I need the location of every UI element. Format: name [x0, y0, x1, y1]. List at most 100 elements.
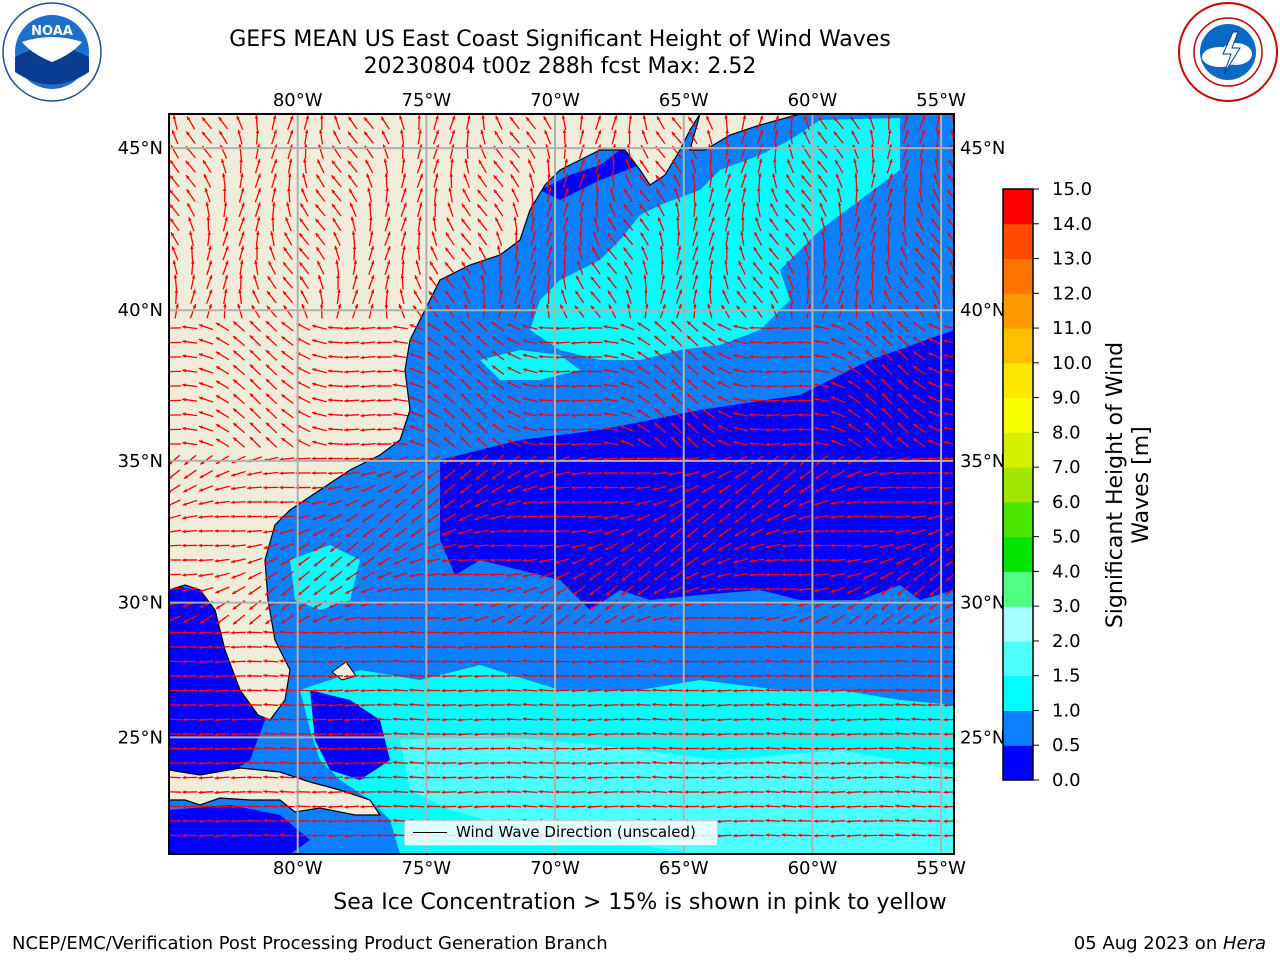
wave-direction-arrow [360, 659, 376, 664]
wave-direction-arrow [460, 421, 472, 434]
wave-direction-arrow [491, 437, 505, 448]
wave-direction-arrow [182, 339, 198, 344]
wave-direction-arrow [264, 571, 278, 581]
wave-direction-arrow [702, 542, 716, 552]
wave-direction-arrow [802, 130, 811, 145]
wave-direction-arrow [732, 790, 749, 795]
wave-direction-arrow [943, 486, 954, 490]
wave-direction-arrow [281, 408, 294, 419]
wave-direction-arrow [360, 645, 376, 649]
wind-wave-direction-arrows [169, 114, 954, 838]
wave-direction-arrow [902, 158, 909, 174]
wave-direction-arrow [444, 261, 456, 275]
wave-direction-arrow [603, 383, 619, 388]
wave-direction-arrow [886, 173, 893, 188]
wave-direction-arrow [230, 514, 246, 519]
wave-direction-arrow [490, 484, 505, 494]
wave-direction-arrow [493, 203, 504, 217]
wave-direction-arrow [654, 436, 667, 448]
wave-direction-arrow [457, 776, 473, 780]
wave-direction-arrow [587, 529, 603, 535]
wave-direction-arrow [182, 804, 198, 809]
wave-direction-arrow [669, 513, 683, 523]
wave-direction-arrow [408, 673, 425, 678]
wave-direction-arrow [587, 703, 603, 708]
wave-direction-arrow [473, 660, 489, 664]
wave-direction-arrow [717, 337, 732, 346]
wave-direction-arrow [172, 260, 178, 276]
wave-direction-arrow [911, 804, 927, 808]
wave-direction-arrow [327, 819, 344, 824]
wave-direction-arrow [473, 703, 489, 708]
wave-direction-arrow [506, 573, 522, 578]
colorbar-label: Significant Height of WindWaves [m] [1103, 342, 1154, 628]
wave-direction-arrow [654, 378, 667, 390]
wave-direction-arrow [416, 187, 423, 203]
wave-direction-arrow [592, 231, 600, 246]
wave-direction-arrow [862, 645, 878, 649]
wave-direction-arrow [752, 305, 763, 318]
wave-direction-arrow [855, 187, 859, 203]
wave-direction-arrow [870, 187, 877, 203]
wave-direction-arrow [781, 442, 797, 447]
wave-direction-arrow [830, 645, 846, 650]
wave-direction-arrow [603, 368, 619, 373]
wave-direction-arrow [862, 674, 878, 678]
latitude-tick-label: 40°N [118, 300, 163, 321]
wave-direction-arrow [750, 469, 764, 480]
wave-direction-arrow [587, 543, 603, 550]
wave-direction-arrow [635, 760, 651, 765]
wave-direction-arrow [911, 673, 927, 678]
wave-direction-arrow [725, 129, 729, 145]
wave-direction-arrow [417, 230, 422, 247]
wave-direction-arrow [943, 339, 954, 344]
wave-direction-arrow [896, 614, 910, 625]
wave-direction-arrow [684, 645, 700, 649]
wave-direction-arrow [392, 339, 408, 344]
wave-direction-arrow [392, 688, 408, 692]
wave-direction-arrow [543, 115, 552, 130]
wave-direction-arrow [410, 483, 424, 495]
wave-direction-arrow [182, 630, 198, 635]
wave-direction-arrow [522, 353, 538, 359]
wave-direction-arrow [846, 660, 862, 664]
wave-direction-arrow [448, 187, 453, 203]
wave-direction-arrow [522, 324, 538, 330]
wave-direction-arrow [765, 558, 781, 563]
wave-direction-arrow [267, 275, 277, 290]
wave-direction-arrow [635, 746, 651, 750]
wave-direction-arrow [911, 818, 927, 823]
wave-direction-arrow [771, 187, 778, 203]
wave-direction-arrow [334, 115, 341, 130]
colorbar-tick-label: 0.0 [1052, 770, 1081, 791]
wave-direction-arrow [530, 274, 537, 290]
wave-direction-arrow [279, 702, 295, 707]
wave-direction-arrow [473, 631, 489, 635]
wave-direction-arrow [587, 645, 603, 650]
wave-direction-arrow [218, 116, 229, 130]
wave-direction-arrow [603, 500, 619, 505]
wave-direction-arrow [800, 174, 812, 188]
wave-direction-arrow [831, 470, 845, 479]
wave-direction-arrow [198, 689, 214, 693]
wave-direction-arrow [654, 393, 667, 405]
wave-direction-arrow [943, 717, 954, 722]
wave-direction-arrow [476, 378, 488, 390]
wave-direction-arrow [344, 805, 360, 809]
wave-direction-arrow [911, 760, 927, 765]
wave-direction-arrow [214, 689, 230, 693]
wave-direction-arrow [450, 158, 454, 174]
wave-direction-arrow [718, 512, 732, 524]
wave-direction-arrow [668, 630, 684, 635]
wave-direction-arrow [700, 616, 716, 620]
wave-direction-arrow [328, 486, 344, 491]
wave-direction-arrow [202, 159, 212, 174]
wave-direction-arrow [834, 159, 844, 174]
wave-direction-arrow [603, 645, 619, 650]
wave-direction-arrow [765, 731, 781, 736]
wave-direction-arrow [619, 790, 635, 794]
wave-direction-arrow [732, 833, 749, 838]
wave-direction-arrow [393, 470, 408, 478]
wave-direction-arrow [717, 439, 732, 447]
wave-direction-arrow [621, 570, 634, 582]
